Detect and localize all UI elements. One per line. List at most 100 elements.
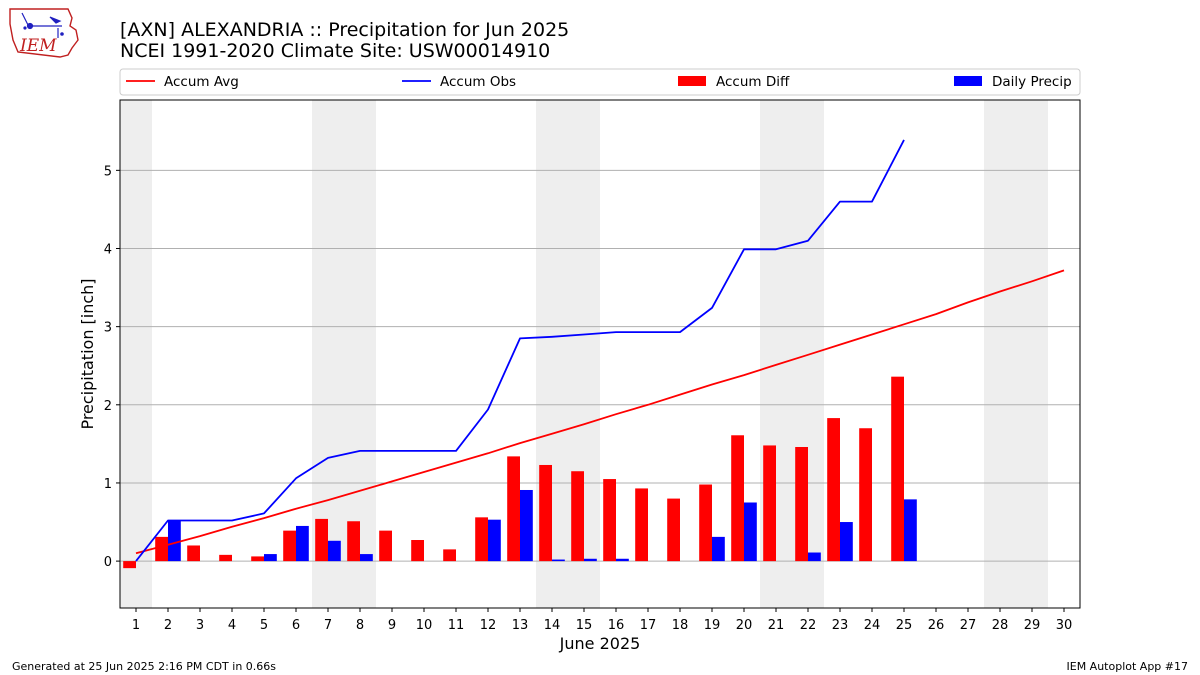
x-tick-label: 22 bbox=[800, 618, 817, 633]
x-tick-label: 16 bbox=[608, 618, 625, 633]
daily-precip-bar bbox=[360, 554, 373, 562]
app-footer: IEM Autoplot App #17 bbox=[1067, 660, 1189, 673]
x-tick-label: 17 bbox=[640, 618, 657, 633]
x-tick-label: 19 bbox=[704, 618, 721, 633]
legend: Accum Avg Accum Obs Accum Diff Daily Pre… bbox=[119, 68, 1081, 96]
x-tick-label: 2 bbox=[164, 618, 172, 633]
grid-lines bbox=[120, 169, 1080, 562]
daily-precip-bar bbox=[584, 558, 597, 562]
accum-diff-bar bbox=[667, 498, 680, 562]
x-tick-label: 18 bbox=[672, 618, 689, 633]
x-tick-label: 20 bbox=[736, 618, 753, 633]
daily-precip-bar bbox=[808, 552, 821, 562]
x-tick-label: 13 bbox=[512, 618, 529, 633]
accum-diff-bar bbox=[571, 471, 584, 562]
legend-label-accum-diff: Accum Diff bbox=[716, 74, 790, 90]
accum-diff-bar bbox=[411, 540, 424, 562]
x-tick-label: 5 bbox=[260, 618, 268, 633]
x-tick-label: 14 bbox=[544, 618, 561, 633]
legend-label-daily-precip: Daily Precip bbox=[992, 74, 1072, 90]
x-tick-label: 28 bbox=[992, 618, 1009, 633]
accum-diff-bar bbox=[123, 561, 136, 569]
x-tick-label: 9 bbox=[388, 618, 396, 633]
generated-footer: Generated at 25 Jun 2025 2:16 PM CDT in … bbox=[12, 660, 276, 673]
daily-precip-bar bbox=[712, 536, 725, 562]
accum-diff-bar bbox=[795, 447, 808, 562]
lines bbox=[135, 139, 1065, 562]
x-tick-label: 4 bbox=[228, 618, 236, 633]
x-tick-label: 1 bbox=[132, 618, 140, 633]
x-tick-label: 15 bbox=[576, 618, 593, 633]
accum-diff-bar bbox=[443, 549, 456, 562]
plot-frame bbox=[119, 99, 1081, 609]
weekend-shading bbox=[120, 100, 1048, 608]
accum-diff-bar bbox=[155, 536, 168, 562]
x-axis-label: June 2025 bbox=[559, 634, 641, 653]
daily-precip-bar bbox=[168, 520, 181, 562]
accum-diff-bar bbox=[539, 464, 552, 562]
y-tick-label: 4 bbox=[104, 242, 112, 257]
x-tick-label: 26 bbox=[928, 618, 945, 633]
x-tick-label: 10 bbox=[416, 618, 433, 633]
x-tick-label: 6 bbox=[292, 618, 300, 633]
logo-text: IEM bbox=[19, 36, 57, 56]
accum-diff-bar bbox=[763, 445, 776, 562]
accum-diff-bar bbox=[635, 488, 648, 562]
y-axis-ticks: 0 1 2 3 4 5 bbox=[104, 164, 120, 570]
iem-logo: IEM bbox=[9, 8, 79, 58]
accum-diff-bar bbox=[699, 484, 712, 562]
y-tick-label: 3 bbox=[104, 321, 112, 336]
chart-title: [AXN] ALEXANDRIA :: Precipitation for Ju… bbox=[120, 19, 569, 41]
x-axis-ticks: 1 2 3 4 5 6 7 8 9 10 11 12 13 14 15 16 17 18 19 20 21 22 23 24 2… bbox=[132, 608, 1072, 633]
x-tick-label: 30 bbox=[1056, 618, 1073, 633]
legend-swatch-accum-diff bbox=[678, 76, 706, 86]
daily-precip-bar bbox=[616, 558, 629, 562]
x-tick-label: 21 bbox=[768, 618, 785, 633]
x-tick-label: 12 bbox=[480, 618, 497, 633]
daily-precip-bar bbox=[904, 499, 917, 562]
accum-diff-bar bbox=[251, 556, 264, 562]
accum-diff-bar bbox=[603, 479, 616, 562]
accum-diff-bar bbox=[347, 521, 360, 562]
daily-precip-bar bbox=[328, 540, 341, 562]
x-tick-label: 27 bbox=[960, 618, 977, 633]
y-tick-label: 0 bbox=[104, 555, 112, 570]
weather-station-icon bbox=[21, 12, 64, 38]
daily-precip-bar bbox=[296, 525, 309, 562]
x-tick-label: 24 bbox=[864, 618, 881, 633]
x-tick-label: 11 bbox=[448, 618, 465, 633]
daily-precip-bar bbox=[264, 554, 277, 562]
accum-diff-bar bbox=[859, 428, 872, 562]
legend-box bbox=[119, 68, 1081, 96]
y-tick-label: 2 bbox=[104, 399, 112, 414]
x-tick-label: 3 bbox=[196, 618, 204, 633]
daily-precip-bar bbox=[744, 502, 757, 562]
y-axis-label: Precipitation [inch] bbox=[78, 278, 97, 429]
accum-diff-bar bbox=[379, 530, 392, 562]
chart-subtitle: NCEI 1991-2020 Climate Site: USW00014910 bbox=[120, 40, 550, 62]
x-tick-label: 7 bbox=[324, 618, 332, 633]
accum-diff-bar bbox=[315, 518, 328, 562]
weekend-band bbox=[120, 100, 152, 608]
legend-swatch-daily-precip bbox=[954, 76, 982, 86]
daily-precip-bar bbox=[520, 489, 533, 562]
legend-label-accum-obs: Accum Obs bbox=[440, 74, 516, 90]
accum-diff-bar bbox=[507, 456, 520, 562]
daily-precip-bar bbox=[840, 522, 853, 562]
accum-diff-bar bbox=[219, 554, 232, 562]
accum-diff-bar bbox=[827, 418, 840, 562]
bars bbox=[123, 376, 917, 569]
legend-label-accum-avg: Accum Avg bbox=[164, 74, 239, 90]
accum-obs-line bbox=[135, 139, 905, 562]
daily-precip-bar bbox=[552, 559, 565, 562]
accum-diff-bar bbox=[283, 530, 296, 562]
x-tick-label: 25 bbox=[896, 618, 913, 633]
accum-avg-line bbox=[135, 269, 1065, 555]
y-tick-label: 5 bbox=[104, 164, 112, 179]
y-tick-label: 1 bbox=[104, 477, 112, 492]
weekend-band bbox=[1016, 100, 1048, 608]
accum-diff-bar bbox=[187, 545, 200, 562]
x-tick-label: 29 bbox=[1024, 618, 1041, 633]
x-tick-label: 8 bbox=[356, 618, 364, 633]
